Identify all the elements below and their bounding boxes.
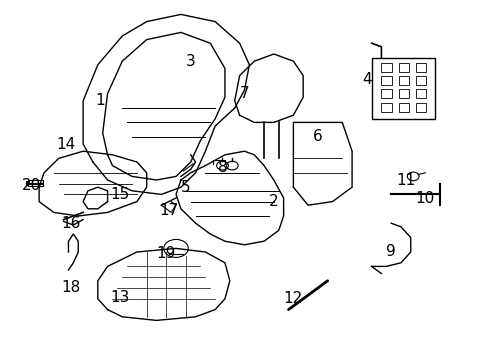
Text: 2: 2 [268,194,278,209]
Text: 10: 10 [415,190,434,206]
Text: 20: 20 [22,178,41,193]
Text: 1: 1 [95,93,105,108]
Text: 5: 5 [181,180,190,195]
Text: 19: 19 [156,246,176,261]
Text: 8: 8 [217,160,227,175]
Text: 6: 6 [312,129,322,144]
Text: 17: 17 [159,203,178,218]
Text: 9: 9 [386,244,395,260]
Text: 12: 12 [283,291,303,306]
Text: 15: 15 [110,187,129,202]
Text: 11: 11 [395,172,415,188]
Text: 16: 16 [61,216,81,231]
Text: 18: 18 [61,280,81,296]
Text: 14: 14 [56,136,76,152]
Text: 7: 7 [239,86,249,101]
Text: 4: 4 [361,72,371,87]
Text: 3: 3 [185,54,195,69]
Text: 13: 13 [110,289,129,305]
